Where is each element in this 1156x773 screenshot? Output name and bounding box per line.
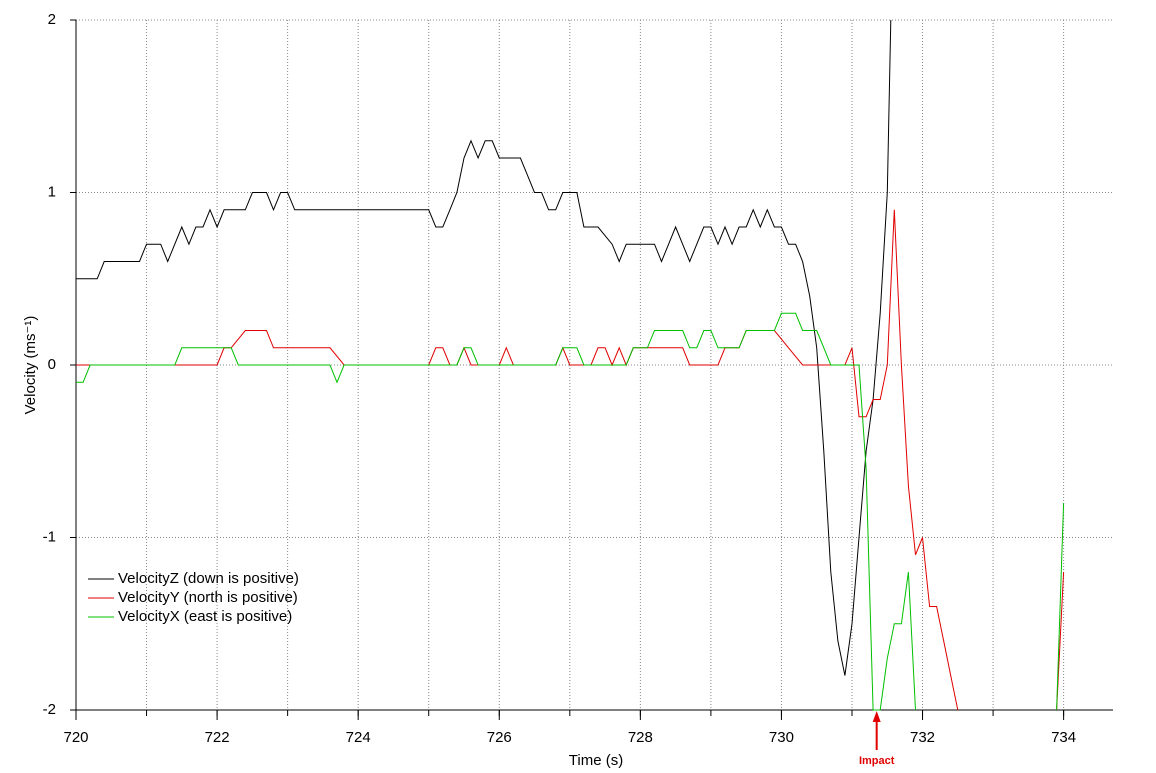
x-axis-label: Time (s) <box>569 752 623 769</box>
x-tick-label: 720 <box>63 729 88 746</box>
y-tick-label: -2 <box>43 701 56 718</box>
annotation-label: Impact <box>859 755 895 767</box>
y-axis-label: Velocity (ms⁻¹) <box>22 316 39 415</box>
y-tick-label: 0 <box>48 356 56 373</box>
legend-label: VelocityY (north is positive) <box>118 589 298 606</box>
plot-area <box>76 19 1065 711</box>
x-tick-label: 734 <box>1051 729 1076 746</box>
x-tick-label: 726 <box>487 729 512 746</box>
y-tick-label: -1 <box>43 528 56 545</box>
x-tick-label: 728 <box>628 729 653 746</box>
x-tick-label: 724 <box>346 729 371 746</box>
y-tick-label: 1 <box>48 183 56 200</box>
x-tick-label: 732 <box>910 729 935 746</box>
x-tick-label: 730 <box>769 729 794 746</box>
series-line <box>76 19 892 676</box>
y-tick-label: 2 <box>48 11 56 28</box>
x-tick-label: 722 <box>205 729 230 746</box>
series-line <box>76 312 1065 711</box>
annotation-arrowhead <box>872 711 881 722</box>
legend-label: VelocityZ (down is positive) <box>118 570 299 587</box>
legend-label: VelocityX (east is positive) <box>118 608 292 625</box>
